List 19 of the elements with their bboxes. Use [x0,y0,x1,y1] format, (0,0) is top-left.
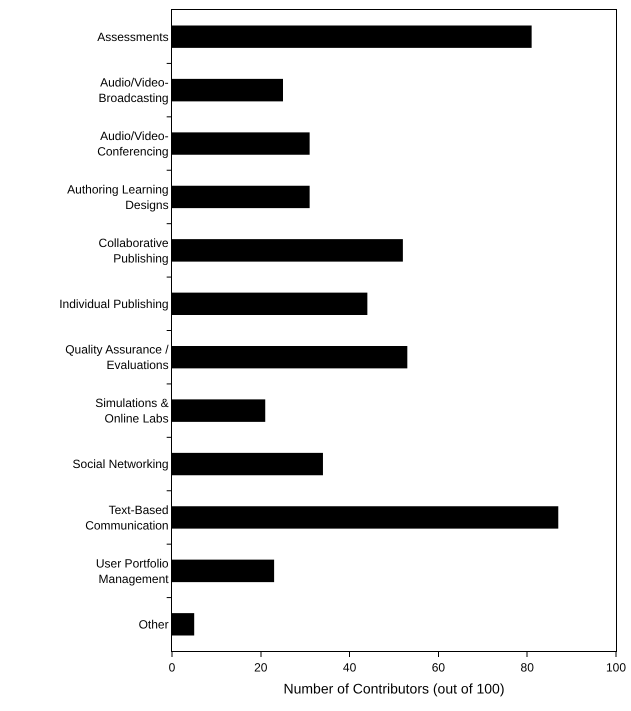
x-tick-label: 80 [520,660,534,674]
y-tick-label: Text-Based Communication [85,502,169,532]
y-tick-label: Assessments [97,30,169,44]
x-tick-label: 40 [342,660,357,674]
x-axis-title: Number of Contributors (out of 100) [284,680,504,697]
y-tick-label: Audio/Video- Broadcasting [98,76,169,106]
y-tick-label: Individual Publishing [59,296,169,311]
x-tick-label: 0 [168,660,176,674]
y-tick-label: Social Networking [72,457,169,472]
x-tick-label: 20 [254,660,268,674]
y-tick-label: Authoring Learning Designs [67,182,169,212]
y-tick-label: Collaborative Publishing [98,236,169,266]
y-tick-label: Quality Assurance / Evaluations [65,342,170,372]
x-tick-label: 100 [606,660,626,674]
y-tick-label: Other [138,617,169,632]
y-tick-label: Simulations & Online Labs [95,396,169,426]
y-tick-label: Audio/Video- Conferencing [97,128,169,159]
y-tick-label: User Portfolio Management [96,556,170,586]
x-tick-label: 60 [432,660,446,674]
